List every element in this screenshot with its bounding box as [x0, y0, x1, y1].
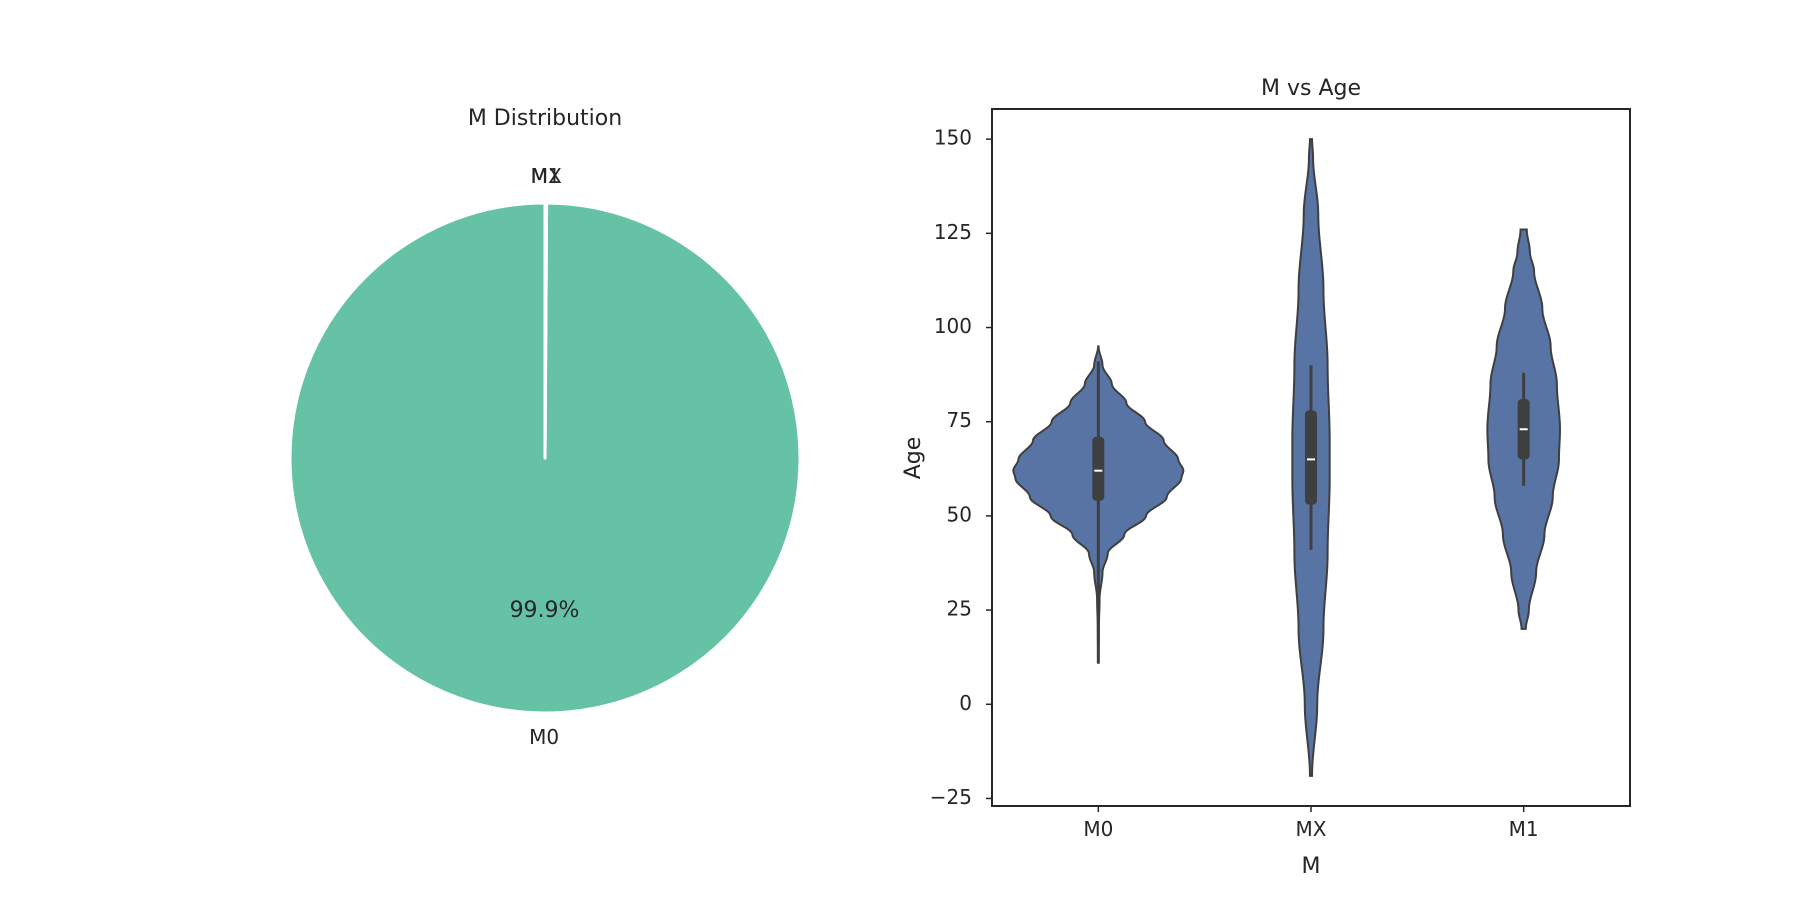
violin-iqr-box [1305, 410, 1317, 505]
x-tick-label: M1 [1509, 817, 1539, 841]
y-tick-label: 50 [947, 502, 972, 526]
x-axis-label: M [1302, 854, 1321, 879]
y-tick-label: 150 [934, 126, 972, 150]
y-axis-ticks: −25 0 25 50 75 100 125 150 [930, 126, 992, 809]
violin-title: M vs Age [1261, 76, 1361, 101]
pie-percent-m0: 99.9% [510, 598, 580, 623]
pie-label-m1: M1 [530, 164, 560, 188]
y-tick-label: −25 [930, 785, 972, 809]
pie-title: M Distribution [468, 106, 622, 131]
y-tick-label: 75 [947, 408, 972, 432]
violin-m1 [1486, 228, 1561, 630]
violin-mx [1291, 138, 1331, 777]
y-tick-label: 0 [959, 691, 972, 715]
x-tick-label: M0 [1083, 817, 1113, 841]
pie-label-mx: MX [531, 164, 562, 188]
x-tick-label: MX [1296, 817, 1327, 841]
violin-m0 [1012, 345, 1185, 664]
y-tick-label: 125 [934, 220, 972, 244]
pie-label-m0: M0 [529, 725, 559, 749]
y-tick-label: 100 [934, 314, 972, 338]
violin-chart: M vs Age −25 0 25 50 75 100 125 150 M0 MX M1 M Ag… [901, 76, 1631, 879]
violin-iqr-box [1092, 436, 1105, 501]
pie-slice-m1 [543, 201, 548, 460]
x-axis-ticks: M0 MX M1 [1083, 806, 1539, 841]
y-tick-label: 25 [947, 597, 972, 621]
violin-bodies [1012, 138, 1561, 777]
y-axis-label: Age [901, 437, 926, 480]
pie-slices [288, 201, 802, 715]
